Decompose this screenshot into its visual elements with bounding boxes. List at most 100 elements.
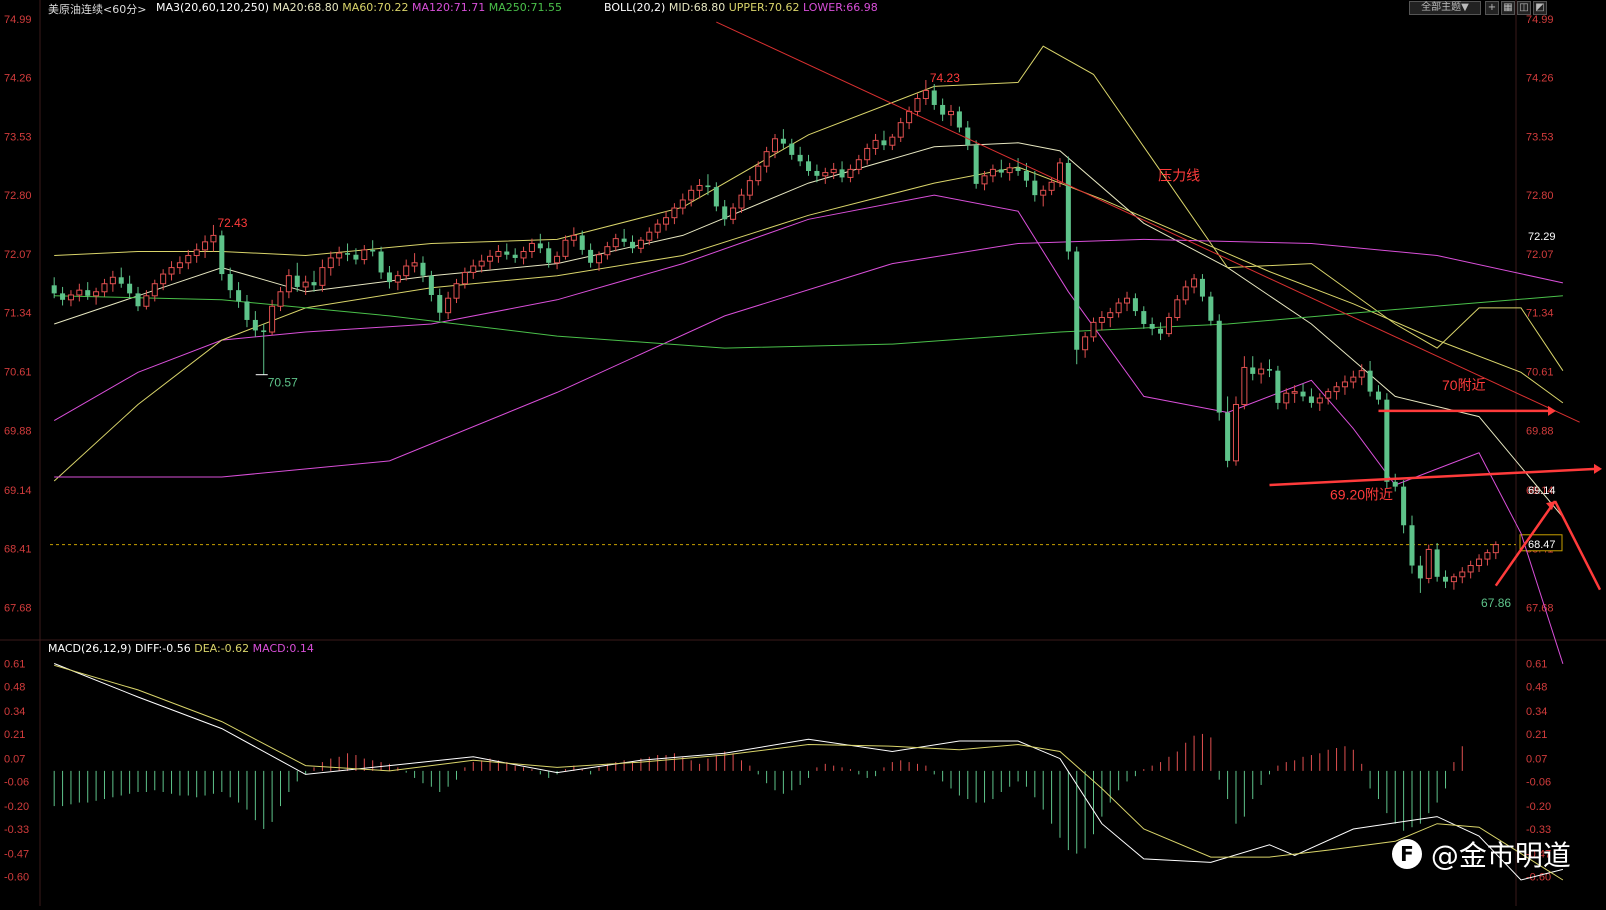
candle-body bbox=[931, 90, 937, 105]
candle-body bbox=[1056, 162, 1063, 183]
candle bbox=[512, 248, 518, 263]
macd-tick-label: -0.47 bbox=[4, 849, 29, 861]
candle-body bbox=[1341, 381, 1348, 388]
candle bbox=[989, 164, 996, 183]
candle bbox=[1199, 274, 1205, 302]
candle bbox=[336, 246, 343, 266]
candle-body bbox=[1006, 167, 1013, 174]
candle-body bbox=[965, 127, 971, 146]
macd-tick-label: -0.33 bbox=[1526, 824, 1551, 836]
candle-body bbox=[461, 271, 468, 285]
candle-body bbox=[202, 241, 209, 251]
candle bbox=[1191, 274, 1198, 294]
candle bbox=[93, 287, 100, 305]
candle-body bbox=[1350, 376, 1357, 383]
candle bbox=[730, 203, 737, 225]
candle bbox=[420, 256, 426, 283]
add-icon[interactable]: + bbox=[1485, 1, 1499, 15]
candle bbox=[60, 286, 66, 306]
candle-body bbox=[244, 301, 250, 320]
candle bbox=[881, 130, 887, 151]
candle bbox=[118, 267, 124, 288]
candle bbox=[537, 233, 543, 254]
candle bbox=[546, 241, 552, 268]
candle-body bbox=[537, 243, 543, 249]
candle-body bbox=[327, 257, 334, 269]
candle-body bbox=[822, 172, 829, 177]
close-panel-icon[interactable]: ◩ bbox=[1533, 1, 1547, 15]
candle bbox=[1350, 370, 1357, 389]
high-price-label: 74.23 bbox=[930, 71, 960, 85]
candle-body bbox=[1216, 320, 1222, 413]
price-tick-label: 68.41 bbox=[4, 544, 32, 556]
candle-body bbox=[118, 277, 124, 284]
line-boll-upper bbox=[54, 45, 1564, 371]
candle-body bbox=[168, 267, 175, 275]
candle bbox=[947, 104, 955, 126]
candle-body bbox=[621, 238, 627, 242]
candle bbox=[1258, 362, 1265, 384]
candle-body bbox=[738, 194, 745, 209]
candle bbox=[1107, 307, 1114, 328]
candle-body bbox=[470, 265, 477, 273]
candle bbox=[135, 286, 141, 312]
candle bbox=[1476, 554, 1483, 572]
candle bbox=[940, 98, 946, 122]
candle bbox=[1450, 573, 1457, 590]
candle bbox=[889, 133, 896, 151]
line-ma250 bbox=[54, 295, 1563, 349]
candle bbox=[663, 211, 670, 231]
candle bbox=[914, 93, 921, 117]
candle-body bbox=[420, 262, 426, 276]
candle-body bbox=[562, 239, 569, 257]
candle bbox=[1417, 555, 1423, 593]
price-tick-label: 67.68 bbox=[4, 602, 32, 614]
candle bbox=[1015, 158, 1021, 176]
candle-body bbox=[679, 199, 686, 209]
candle-body bbox=[1174, 299, 1181, 319]
candle-body bbox=[1065, 162, 1071, 252]
candle bbox=[370, 240, 376, 257]
candle bbox=[487, 249, 494, 270]
boll-upper-value: UPPER:70.62 bbox=[728, 1, 800, 14]
candle bbox=[495, 245, 502, 263]
ma20-value: MA20:68.80 bbox=[272, 1, 339, 14]
macd-tick-label: -0.60 bbox=[4, 871, 29, 883]
ma-config-label: MA3(20,60,120,250) bbox=[156, 1, 270, 14]
macd-tick-label: 0.48 bbox=[1526, 681, 1547, 693]
theme-dropdown[interactable]: 全部主题▼ bbox=[1409, 1, 1481, 15]
window-icon[interactable]: ◫ bbox=[1517, 1, 1531, 15]
grid-icon[interactable]: ▦ bbox=[1501, 1, 1515, 15]
candle bbox=[746, 175, 753, 200]
candle-body bbox=[839, 169, 845, 178]
candle-body bbox=[604, 246, 611, 256]
candle-body bbox=[269, 305, 276, 333]
candle bbox=[361, 245, 368, 265]
candle bbox=[1291, 385, 1298, 403]
price-tick-label: 70.61 bbox=[1526, 366, 1554, 378]
candle bbox=[595, 251, 603, 271]
projection-down-line bbox=[1553, 500, 1602, 591]
price-tick-label: 74.99 bbox=[1526, 14, 1554, 26]
candle bbox=[872, 133, 879, 155]
candle-body bbox=[176, 262, 183, 269]
candle-body bbox=[1199, 278, 1205, 297]
candle-body bbox=[789, 143, 795, 155]
candle bbox=[1232, 396, 1239, 466]
candle-body bbox=[797, 154, 803, 162]
candle bbox=[1492, 541, 1499, 560]
candle-body bbox=[135, 293, 141, 307]
price-tick-label: 71.34 bbox=[1526, 308, 1554, 320]
candle-body bbox=[546, 248, 552, 263]
candle bbox=[227, 267, 233, 299]
candle-body bbox=[1417, 565, 1423, 579]
macd-tick-label: 0.34 bbox=[1526, 706, 1547, 718]
price-tick-label: 67.68 bbox=[1526, 602, 1554, 614]
candle-body bbox=[1434, 549, 1440, 577]
candle bbox=[143, 290, 150, 310]
candle bbox=[311, 270, 317, 292]
candle bbox=[520, 246, 527, 265]
candle bbox=[579, 230, 585, 255]
candle bbox=[1006, 162, 1013, 181]
